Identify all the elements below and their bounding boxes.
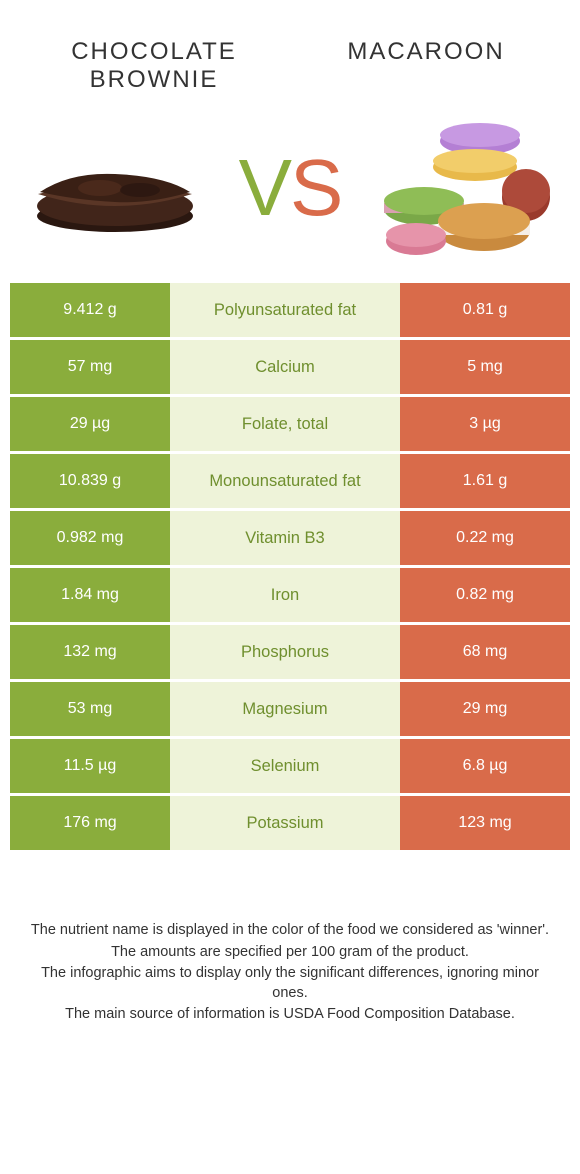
- table-row: 9.412 gPolyunsaturated fat0.81 g: [10, 283, 570, 337]
- nutrient-name-cell: Monounsaturated fat: [170, 454, 400, 508]
- hero-row: VS: [0, 103, 580, 283]
- nutrient-name-cell: Calcium: [170, 340, 400, 394]
- footer-line-3: The infographic aims to display only the…: [28, 964, 552, 1003]
- left-value-cell: 57 mg: [10, 340, 170, 394]
- left-food-title: Chocolate brownie: [44, 38, 264, 93]
- vs-label: VS: [239, 148, 342, 228]
- left-value-cell: 10.839 g: [10, 454, 170, 508]
- table-row: 132 mgPhosphorus68 mg: [10, 625, 570, 679]
- left-value-cell: 1.84 mg: [10, 568, 170, 622]
- left-value-cell: 132 mg: [10, 625, 170, 679]
- left-value-cell: 9.412 g: [10, 283, 170, 337]
- table-row: 29 µgFolate, total3 µg: [10, 397, 570, 451]
- nutrient-name-cell: Folate, total: [170, 397, 400, 451]
- footer-notes: The nutrient name is displayed in the co…: [0, 853, 580, 1025]
- left-value-cell: 0.982 mg: [10, 511, 170, 565]
- vs-v-letter: V: [239, 143, 290, 232]
- right-value-cell: 68 mg: [400, 625, 570, 679]
- table-row: 10.839 gMonounsaturated fat1.61 g: [10, 454, 570, 508]
- left-value-cell: 53 mg: [10, 682, 170, 736]
- right-value-cell: 5 mg: [400, 340, 570, 394]
- right-food-title: Macaroon: [316, 38, 536, 66]
- nutrient-name-cell: Magnesium: [170, 682, 400, 736]
- footer-line-1: The nutrient name is displayed in the co…: [28, 921, 552, 941]
- brownie-image: [30, 123, 200, 253]
- nutrient-name-cell: Potassium: [170, 796, 400, 850]
- right-value-cell: 29 mg: [400, 682, 570, 736]
- left-value-cell: 29 µg: [10, 397, 170, 451]
- nutrient-name-cell: Phosphorus: [170, 625, 400, 679]
- left-value-cell: 11.5 µg: [10, 739, 170, 793]
- vs-s-letter: S: [290, 143, 341, 232]
- right-value-cell: 6.8 µg: [400, 739, 570, 793]
- macaroon-image: [380, 123, 550, 253]
- right-value-cell: 0.22 mg: [400, 511, 570, 565]
- nutrient-name-cell: Polyunsaturated fat: [170, 283, 400, 337]
- right-value-cell: 3 µg: [400, 397, 570, 451]
- header: Chocolate brownie Macaroon: [0, 0, 580, 103]
- footer-line-4: The main source of information is USDA F…: [28, 1005, 552, 1025]
- table-row: 53 mgMagnesium29 mg: [10, 682, 570, 736]
- table-row: 0.982 mgVitamin B30.22 mg: [10, 511, 570, 565]
- right-value-cell: 0.81 g: [400, 283, 570, 337]
- nutrient-name-cell: Iron: [170, 568, 400, 622]
- nutrient-name-cell: Selenium: [170, 739, 400, 793]
- right-value-cell: 1.61 g: [400, 454, 570, 508]
- table-row: 57 mgCalcium5 mg: [10, 340, 570, 394]
- left-value-cell: 176 mg: [10, 796, 170, 850]
- table-row: 176 mgPotassium123 mg: [10, 796, 570, 850]
- nutrient-name-cell: Vitamin B3: [170, 511, 400, 565]
- right-value-cell: 0.82 mg: [400, 568, 570, 622]
- footer-line-2: The amounts are specified per 100 gram o…: [28, 943, 552, 963]
- table-row: 1.84 mgIron0.82 mg: [10, 568, 570, 622]
- table-row: 11.5 µgSelenium6.8 µg: [10, 739, 570, 793]
- nutrient-table: 9.412 gPolyunsaturated fat0.81 g57 mgCal…: [0, 283, 580, 850]
- right-value-cell: 123 mg: [400, 796, 570, 850]
